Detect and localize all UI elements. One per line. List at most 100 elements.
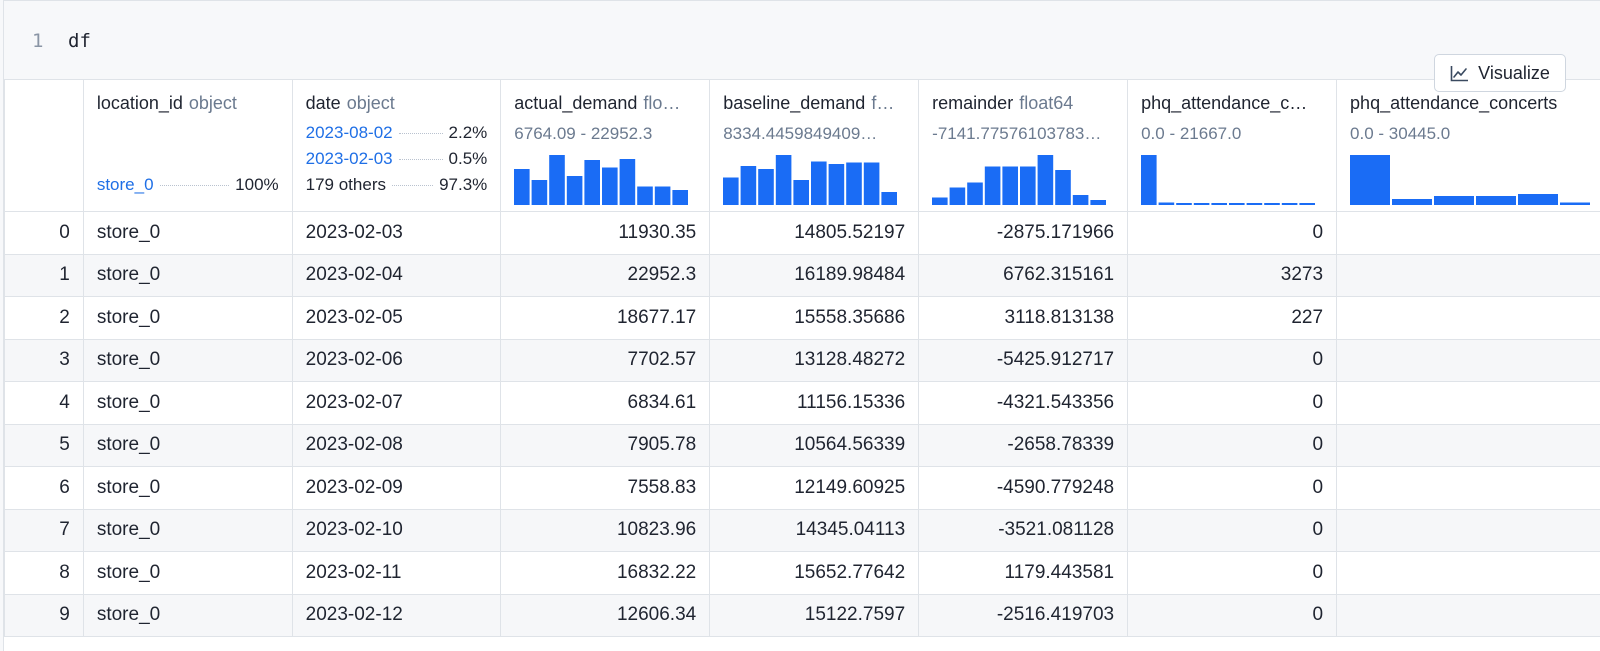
cell-location-id[interactable]: store_0 (83, 552, 292, 595)
cell-phq-attendance-c[interactable]: 0 (1128, 339, 1337, 382)
cell-phq-attendance-concerts[interactable] (1337, 382, 1600, 425)
cell-remainder[interactable]: -2658.78339 (919, 424, 1128, 467)
cell-baseline-demand[interactable]: 10564.56339 (710, 424, 919, 467)
cell-date[interactable]: 2023-02-12 (292, 594, 501, 637)
cell-phq-attendance-concerts[interactable] (1337, 467, 1600, 510)
histogram-bar (1247, 203, 1263, 205)
cell-location-id[interactable]: store_0 (83, 382, 292, 425)
cell-remainder[interactable]: -4590.779248 (919, 467, 1128, 510)
cell-date[interactable]: 2023-02-05 (292, 297, 501, 340)
cell-actual-demand[interactable]: 16832.22 (501, 552, 710, 595)
cell-location-id[interactable]: store_0 (83, 212, 292, 255)
cell-baseline-demand[interactable]: 15558.35686 (710, 297, 919, 340)
cell-actual-demand[interactable]: 7702.57 (501, 339, 710, 382)
cell-location-id[interactable]: store_0 (83, 424, 292, 467)
cell-phq-attendance-c[interactable]: 227 (1128, 297, 1337, 340)
cell-remainder[interactable]: -3521.081128 (919, 509, 1128, 552)
cell-baseline-demand[interactable]: 15122.7597 (710, 594, 919, 637)
cell-remainder[interactable]: -5425.912717 (919, 339, 1128, 382)
cell-date[interactable]: 2023-02-08 (292, 424, 501, 467)
cell-location-id[interactable]: store_0 (83, 509, 292, 552)
cell-location-id[interactable]: store_0 (83, 339, 292, 382)
cell-baseline-demand[interactable]: 16189.98484 (710, 254, 919, 297)
cell-remainder[interactable]: 3118.813138 (919, 297, 1128, 340)
cell-remainder[interactable]: 1179.443581 (919, 552, 1128, 595)
cell-phq-attendance-c[interactable]: 0 (1128, 552, 1337, 595)
cell-phq-attendance-c[interactable]: 0 (1128, 467, 1337, 510)
visualize-button[interactable]: Visualize (1434, 54, 1566, 92)
cell-phq-attendance-c[interactable]: 3273 (1128, 254, 1337, 297)
cell-phq-attendance-c[interactable]: 0 (1128, 382, 1337, 425)
cell-phq-attendance-concerts[interactable] (1337, 552, 1600, 595)
histogram-bar (1055, 170, 1071, 205)
code-line[interactable]: df (68, 30, 91, 52)
cell-phq-attendance-concerts[interactable] (1337, 339, 1600, 382)
code-editor[interactable]: 1 df (4, 1, 1600, 80)
cell-location-id[interactable]: store_0 (83, 467, 292, 510)
column-header-5[interactable]: phq_attendance_c…0.0 - 21667.0 (1128, 80, 1337, 212)
cell-baseline-demand[interactable]: 13128.48272 (710, 339, 919, 382)
cell-location-id[interactable]: store_0 (83, 254, 292, 297)
cell-actual-demand[interactable]: 12606.34 (501, 594, 710, 637)
cell-baseline-demand[interactable]: 14805.52197 (710, 212, 919, 255)
cell-location-id[interactable]: store_0 (83, 594, 292, 637)
cell-actual-demand[interactable]: 22952.3 (501, 254, 710, 297)
cell-phq-attendance-concerts[interactable] (1337, 254, 1600, 297)
cell-baseline-demand[interactable]: 11156.15336 (710, 382, 919, 425)
cell-phq-attendance-concerts[interactable] (1337, 297, 1600, 340)
cell-remainder[interactable]: 6762.315161 (919, 254, 1128, 297)
cell-baseline-demand[interactable]: 15652.77642 (710, 552, 919, 595)
cell-date[interactable]: 2023-02-04 (292, 254, 501, 297)
cell-actual-demand[interactable]: 11930.35 (501, 212, 710, 255)
cell-remainder[interactable]: -2875.171966 (919, 212, 1128, 255)
category-label[interactable]: 2023-02-03 (306, 149, 393, 169)
cell-phq-attendance-concerts[interactable] (1337, 594, 1600, 637)
cell-phq-attendance-c[interactable]: 0 (1128, 212, 1337, 255)
cell-date[interactable]: 2023-02-09 (292, 467, 501, 510)
cell-actual-demand[interactable]: 18677.17 (501, 297, 710, 340)
cell-actual-demand[interactable]: 6834.61 (501, 382, 710, 425)
cell-phq-attendance-c[interactable]: 0 (1128, 424, 1337, 467)
cell-date[interactable]: 2023-02-10 (292, 509, 501, 552)
cell-location-id[interactable]: store_0 (83, 297, 292, 340)
category-label[interactable]: 2023-08-02 (306, 123, 393, 143)
category-label[interactable]: store_0 (97, 175, 154, 195)
cell-actual-demand[interactable]: 7905.78 (501, 424, 710, 467)
cell-phq-attendance-c[interactable]: 0 (1128, 594, 1337, 637)
cell-phq-attendance-c[interactable]: 0 (1128, 509, 1337, 552)
cell-remainder[interactable]: -4321.543356 (919, 382, 1128, 425)
cell-date[interactable]: 2023-02-07 (292, 382, 501, 425)
cell-actual-demand[interactable]: 7558.83 (501, 467, 710, 510)
cell-date[interactable]: 2023-02-11 (292, 552, 501, 595)
cell-phq-attendance-concerts[interactable] (1337, 212, 1600, 255)
cell-date[interactable]: 2023-02-03 (292, 212, 501, 255)
cell-actual-demand[interactable]: 10823.96 (501, 509, 710, 552)
cell-remainder[interactable]: -2516.419703 (919, 594, 1128, 637)
cell-date[interactable]: 2023-02-06 (292, 339, 501, 382)
cell-phq-attendance-concerts[interactable] (1337, 424, 1600, 467)
cell-phq-attendance-concerts[interactable] (1337, 509, 1600, 552)
cell-baseline-demand[interactable]: 14345.04113 (710, 509, 919, 552)
cell-baseline-demand[interactable]: 12149.60925 (710, 467, 919, 510)
